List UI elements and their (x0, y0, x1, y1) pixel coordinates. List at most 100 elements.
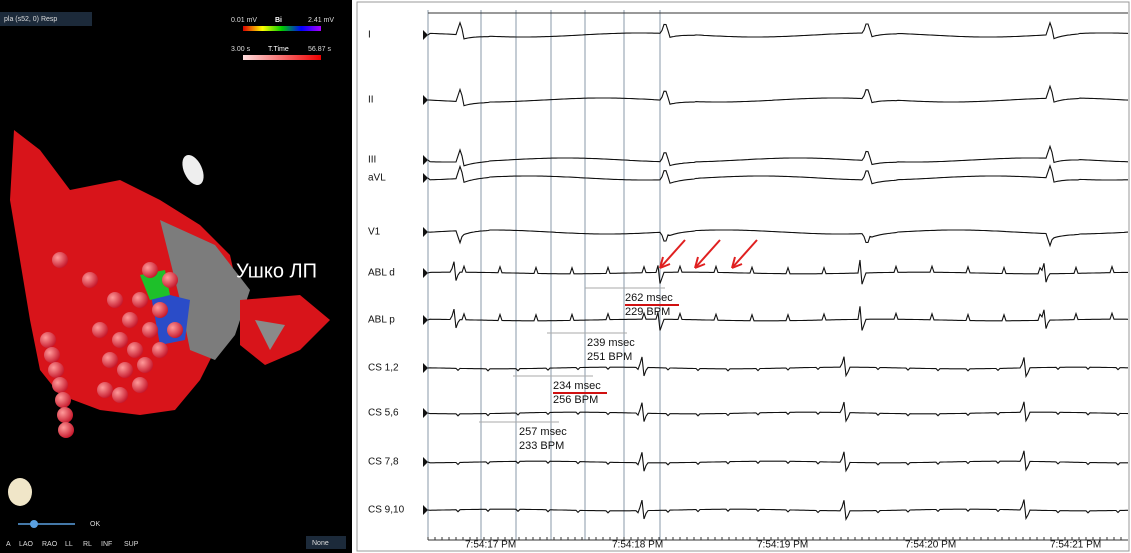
ablation-point (58, 422, 74, 438)
ablation-point (102, 352, 118, 368)
lead-label: III (368, 155, 376, 166)
ablation-point (52, 252, 68, 268)
time-min: 3.00 s (231, 46, 251, 53)
ablation-point (112, 332, 128, 348)
view-button[interactable]: LL (65, 541, 73, 548)
lead-trace (427, 20, 1129, 40)
time-label: 7:54:18 PM (612, 540, 663, 551)
view-buttons: A LAO RAO LL RL INF SUP (6, 541, 139, 548)
view-button[interactable]: A (6, 541, 11, 548)
ablation-point (132, 292, 148, 308)
voltage-bar (243, 26, 321, 31)
red-arrow (731, 239, 758, 269)
slider-thumb[interactable] (30, 520, 38, 528)
lead-marker (423, 30, 428, 40)
ablation-point (112, 387, 128, 403)
dropdown-box[interactable] (306, 536, 346, 549)
red-arrow (694, 239, 721, 269)
map-header-box (0, 12, 92, 26)
ablation-point (97, 382, 113, 398)
red-arrowhead (659, 256, 671, 269)
time-label: 7:54:17 PM (465, 540, 516, 551)
time-max: 56.87 s (308, 46, 331, 53)
lead-trace (427, 229, 1129, 248)
measure-rate: 229 BPM (625, 306, 670, 318)
lead-trace (427, 401, 1129, 423)
lead-marker (423, 457, 428, 467)
ablation-point (142, 262, 158, 278)
lead-label: II (368, 95, 374, 106)
voltage-mode: Bi (275, 17, 282, 24)
ablation-point (142, 322, 158, 338)
map-annotation: Ушко ЛП (236, 260, 317, 282)
red-arrow (659, 239, 686, 269)
ablation-point (122, 312, 138, 328)
anatomy-map (8, 130, 330, 506)
ablation-point (48, 362, 64, 378)
ok-button[interactable]: OK (90, 521, 100, 528)
ablation-point (82, 272, 98, 288)
lead-trace (427, 164, 1128, 185)
view-button[interactable]: RL (83, 541, 92, 548)
lead-marker (423, 505, 428, 515)
ablation-point (40, 332, 56, 348)
ablation-point (152, 302, 168, 318)
ablation-point (117, 362, 133, 378)
lead-trace (427, 499, 1128, 521)
ablation-point (107, 292, 123, 308)
lead-label: I (368, 30, 371, 41)
ablation-points (40, 252, 183, 438)
ablation-point (92, 322, 108, 338)
measure-interval: 239 msec (587, 337, 635, 349)
lead-label: ABL d (368, 268, 395, 279)
lead-label: ABL p (368, 315, 395, 326)
ablation-point (137, 357, 153, 373)
lead-label: aVL (368, 173, 386, 184)
lead-trace (427, 356, 1128, 379)
dropdown[interactable]: None (312, 540, 329, 547)
view-button[interactable]: LAO (19, 541, 34, 548)
ablation-point (167, 322, 183, 338)
time-mode: T.Time (268, 46, 289, 53)
time-bar (243, 55, 321, 60)
lead-label: CS 5,6 (368, 408, 399, 419)
ablation-point (152, 342, 168, 358)
ablation-point (127, 342, 143, 358)
lead-trace (427, 259, 1128, 285)
lead-marker (423, 268, 428, 278)
time-label: 7:54:20 PM (905, 540, 956, 551)
lead-trace (427, 144, 1129, 167)
measure-rate: 251 BPM (587, 351, 632, 363)
measure-interval: 257 msec (519, 426, 567, 438)
lead-trace (427, 450, 1128, 473)
voltage-min: 0.01 mV (231, 17, 257, 24)
measure-rate: 256 BPM (553, 394, 598, 406)
lead-label: CS 9,10 (368, 505, 405, 516)
ablation-point (132, 377, 148, 393)
red-arrowhead (694, 256, 706, 269)
time-label: 7:54:21 PM (1050, 540, 1101, 551)
view-button[interactable]: SUP (124, 541, 139, 548)
ablation-point (57, 407, 73, 423)
ablation-point (55, 392, 71, 408)
lead-marker (423, 315, 428, 325)
map-header: pla (s52, 0) Resp (4, 16, 57, 23)
lead-label: CS 7,8 (368, 457, 399, 468)
measure-interval: 262 msec (625, 292, 673, 304)
lead-marker (423, 95, 428, 105)
red-arrowhead (731, 256, 743, 269)
ecg-panel (356, 1, 1130, 552)
lead-marker (423, 363, 428, 373)
ablation-point (52, 377, 68, 393)
time-label: 7:54:19 PM (757, 540, 808, 551)
view-button[interactable]: RAO (42, 541, 58, 548)
lead-trace (427, 306, 1129, 331)
lead-label: V1 (368, 227, 381, 238)
view-button[interactable]: INF (101, 541, 112, 548)
measure-rate: 233 BPM (519, 440, 564, 452)
lead-marker (423, 408, 428, 418)
lead-marker (423, 155, 428, 165)
lead-label: CS 1,2 (368, 363, 399, 374)
voltage-max: 2.41 mV (308, 17, 334, 24)
